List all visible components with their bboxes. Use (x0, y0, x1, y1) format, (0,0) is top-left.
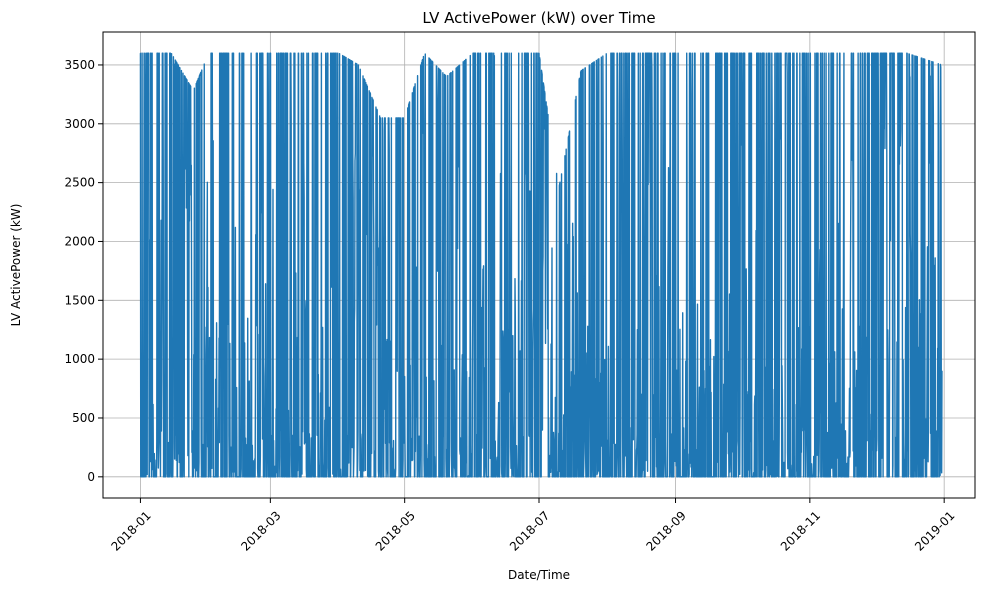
chart-title: LV ActivePower (kW) over Time (422, 9, 655, 27)
y-axis-label: LV ActivePower (kW) (9, 204, 23, 327)
x-axis-label: Date/Time (508, 568, 570, 582)
y-tick-label: 0 (87, 470, 95, 484)
y-tick-label: 1500 (64, 293, 95, 307)
series-path (139, 52, 943, 478)
y-tick-label: 2000 (64, 234, 95, 248)
y-tick-label: 1000 (64, 352, 95, 366)
y-axis: 0 500 1000 1500 2000 2500 3000 3500 (64, 58, 103, 484)
y-tick-label: 3000 (64, 117, 95, 131)
y-tick-label: 2500 (64, 176, 95, 190)
y-tick-label: 3500 (64, 58, 95, 72)
series-line (139, 52, 943, 478)
y-tick-label: 500 (72, 411, 95, 425)
